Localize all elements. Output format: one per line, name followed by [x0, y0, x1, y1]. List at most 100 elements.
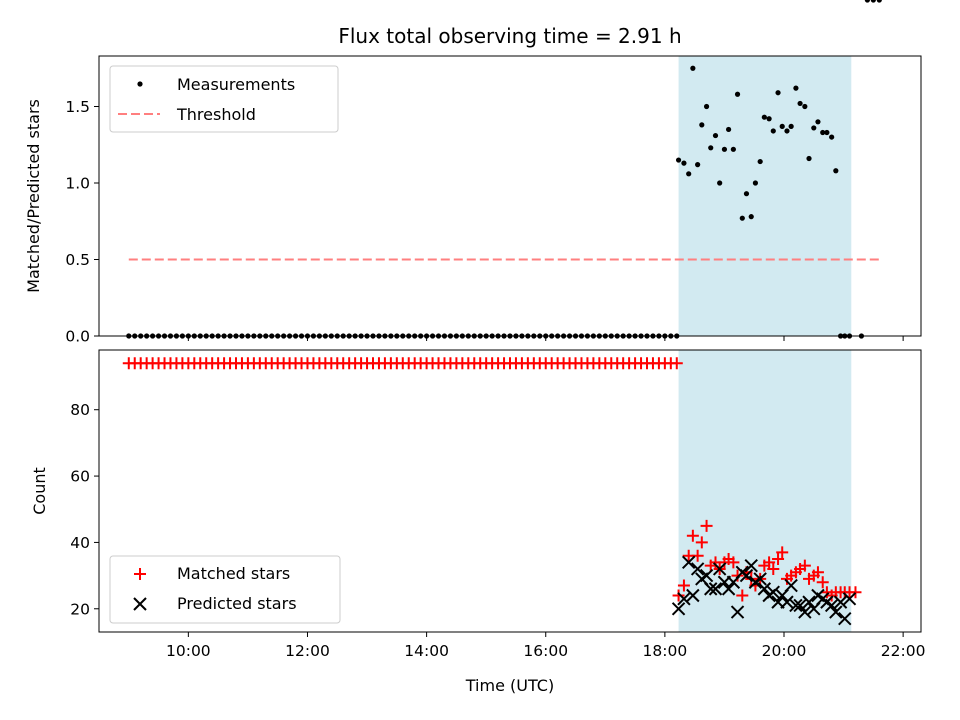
predicted-star-point	[739, 568, 754, 583]
measurement-point	[876, 0, 882, 3]
y-tick-label: 0.0	[65, 328, 90, 346]
measurement-point	[784, 128, 790, 134]
predicted-star-point	[793, 598, 807, 613]
measurement-point	[681, 160, 687, 166]
chart-title: Flux total observing time = 2.91 h	[338, 24, 681, 48]
measurement-point	[703, 103, 710, 110]
measurement-point	[675, 157, 682, 163]
matched-star-point	[686, 529, 699, 542]
measurement-point	[815, 119, 821, 125]
measurement-point	[770, 128, 776, 134]
predicted-star-point	[671, 602, 686, 616]
count-points	[123, 357, 862, 626]
predicted-star-point	[704, 582, 718, 596]
measurement-point	[793, 85, 799, 91]
measurement-point	[690, 65, 696, 71]
matched-star-point	[700, 519, 713, 532]
predicted-star-point	[690, 562, 705, 576]
x-tick-label: 22:00	[881, 642, 926, 660]
predicted-star-point	[829, 605, 843, 619]
measurement-point	[820, 129, 826, 136]
predicted-star-point	[798, 605, 812, 619]
top-axis-ticks: 0.0 0.5 1.0 1.5	[65, 98, 904, 346]
matched-star-point	[798, 559, 811, 572]
predicted-star-point	[753, 572, 767, 586]
measurement-point	[739, 215, 745, 221]
y-tick-label: 1.5	[65, 98, 90, 116]
measurement-point	[743, 191, 750, 197]
measurement-point	[870, 0, 876, 3]
predicted-star-point	[712, 562, 727, 576]
bottom-y-axis-label: Count	[30, 467, 49, 515]
measurement-point	[699, 122, 705, 128]
measurement-point	[748, 214, 754, 220]
measurement-point	[775, 90, 781, 96]
predicted-star-point	[833, 595, 848, 609]
predicted-star-point	[838, 612, 852, 626]
predicted-star-point	[744, 558, 758, 573]
y-tick-label: 20	[70, 600, 90, 618]
predicted-star-point	[699, 568, 714, 583]
measurement-point	[829, 134, 835, 140]
matched-star-point	[691, 549, 704, 562]
y-tick-label: 40	[70, 534, 90, 552]
y-tick-label: 0.5	[65, 251, 90, 269]
bottom-axes-frame	[98, 349, 922, 633]
matched-star-point	[776, 546, 789, 559]
y-tick-label: 60	[70, 468, 90, 486]
x-axis-label: Time (UTC)	[465, 676, 554, 695]
top-shaded-interval	[678, 56, 852, 336]
x-tick-label: 16:00	[523, 642, 568, 660]
matched-star-point	[772, 553, 785, 566]
matched-star-point	[672, 589, 685, 602]
top-y-axis-label: Matched/Predicted stars	[24, 99, 43, 293]
measurement-point	[726, 126, 732, 133]
predicted-star-point	[757, 582, 772, 596]
x-tick-label: 18:00	[643, 642, 688, 660]
matched-star-point	[849, 586, 862, 599]
measurement-point	[824, 129, 830, 136]
bottom-axis-ticks: 20 40 60 80 10:00 12:00 14:00 16:00 18:00 20:00 22…	[70, 401, 925, 660]
predicted-star-point	[842, 592, 857, 606]
predicted-star-point	[708, 582, 723, 596]
predicted-star-point	[766, 585, 780, 599]
legend-threshold-label: Threshold	[176, 105, 256, 124]
legend-matched-marker	[134, 568, 146, 580]
measurement-point	[802, 103, 808, 110]
top-axes-frame	[98, 55, 922, 337]
measurement-point	[761, 114, 767, 120]
y-tick-label: 1.0	[65, 174, 90, 192]
y-tick-label: 80	[70, 401, 90, 419]
measurement-point	[686, 171, 692, 177]
measurement-point	[788, 123, 794, 129]
predicted-star-point	[686, 588, 700, 603]
measurement-point	[734, 91, 741, 97]
top-legend-box	[109, 65, 339, 133]
predicted-star-point	[802, 595, 816, 609]
legend-matched-label: Matched stars	[177, 564, 290, 583]
predicted-star-point	[780, 595, 794, 609]
matched-star-point	[811, 566, 824, 579]
bottom-panel: 20 40 60 80 10:00 12:00 14:00 16:00 18:00 20:00 22…	[30, 350, 925, 695]
matched-star-point	[731, 569, 744, 582]
measurement-point	[757, 158, 763, 165]
bottom-legend: Matched stars Predicted stars	[109, 555, 341, 624]
predicted-star-point	[730, 605, 745, 619]
measurement-point	[708, 145, 714, 151]
measurement-point	[806, 155, 812, 162]
measurement-point	[717, 180, 723, 186]
x-tick-label: 14:00	[404, 642, 449, 660]
legend-measurements-marker	[137, 81, 143, 87]
measurement-point	[730, 146, 736, 152]
matched-star-point	[695, 536, 708, 549]
measurement-point	[752, 180, 759, 186]
measurement-point	[779, 123, 785, 129]
legend-predicted-label: Predicted stars	[177, 594, 297, 613]
measurement-point	[766, 116, 772, 122]
predicted-star-point	[681, 555, 696, 570]
top-legend: Measurements Threshold	[109, 65, 339, 133]
measurement-point	[721, 146, 728, 152]
predicted-star-point	[784, 578, 798, 593]
x-tick-label: 20:00	[762, 642, 807, 660]
predicted-star-point	[789, 598, 803, 613]
